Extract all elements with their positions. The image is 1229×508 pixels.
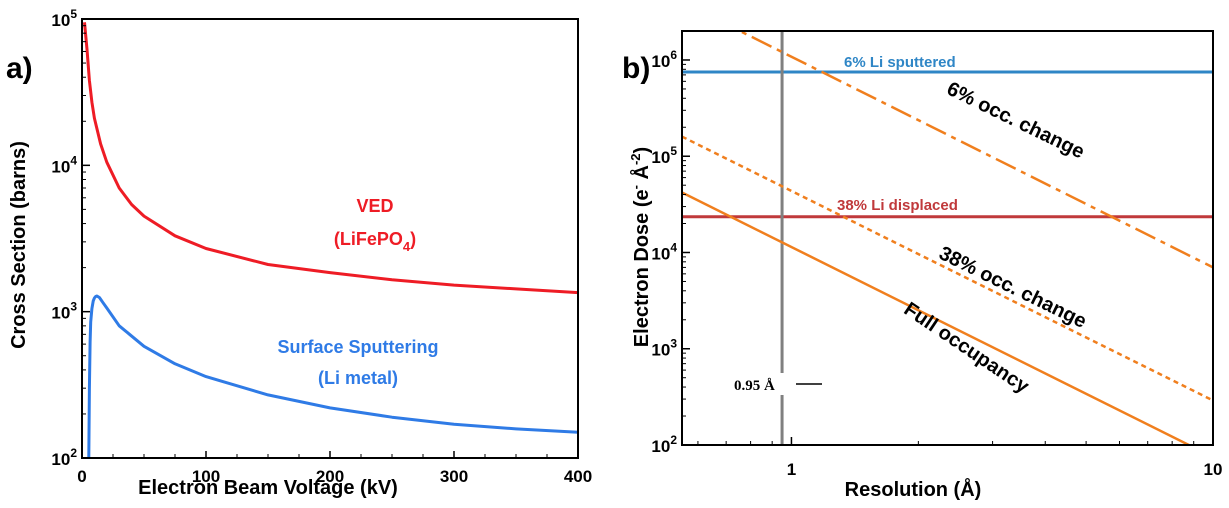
panel-b-y-tick-label: 106	[651, 48, 677, 71]
panel-b-y-tick-label: 104	[651, 240, 677, 263]
panel-a-y-tick-label: 102	[51, 446, 77, 469]
panel-a-plot-frame	[81, 18, 579, 459]
panel-b-y-tick-label: 102	[651, 433, 677, 456]
panel-b-x-axis-label: Resolution (Å)	[845, 477, 982, 501]
ylabel-sup1: -	[628, 185, 643, 189]
ved-curve	[83, 22, 579, 295]
panel-a-x-tick-label: 100	[192, 467, 220, 486]
panel-a-label: a)	[6, 52, 33, 85]
surface-sputtering-curve	[87, 294, 579, 459]
ved-label-suffix: )	[410, 229, 416, 249]
panel-b-y-tick-label: 105	[651, 144, 677, 167]
panel-b-y-tick-label: 103	[651, 337, 677, 360]
ylabel-main: Electron Dose (e	[631, 189, 653, 347]
ved-label-subscript: 4	[403, 239, 411, 254]
panel-a-y-tick-label: 103	[51, 300, 77, 323]
ylabel-sup2: -2	[628, 153, 643, 165]
ved-label-line1: VED	[356, 196, 393, 216]
panel-a-x-tick-label: 0	[77, 467, 86, 486]
label-6pct-occ-change: 6% occ. change	[943, 78, 1088, 164]
ved-label-prefix: (LiFePO	[334, 229, 403, 249]
panel-a-series	[83, 22, 579, 459]
panel-b-plot-frame	[681, 30, 1214, 446]
line-6pct-occ-change	[737, 31, 1213, 269]
ref-label-sputtered: 6% Li sputtered	[844, 54, 956, 71]
panel-a-x-tick-label: 200	[316, 467, 344, 486]
panel-a: a) 0 100 200 300 400 102 103 104 105 Electron Be…	[6, 7, 592, 499]
ylabel-mid: Å	[629, 165, 653, 185]
panel-a-y-tick-label: 104	[51, 153, 77, 176]
label-38pct-occ-change: 38% occ. change	[935, 242, 1090, 332]
panel-a-x-tick-label: 300	[440, 467, 468, 486]
ylabel-end: )	[631, 147, 653, 154]
label-full-occupancy: Full occupancy	[900, 298, 1034, 398]
panel-a-y-axis-label: Cross Section (barns)	[8, 141, 30, 349]
panel-b-x-tick-label: 1	[787, 460, 796, 479]
resolution-label-bg	[728, 373, 802, 395]
line-full-occupancy	[682, 191, 1192, 445]
line-38pct-occ-change	[682, 135, 1213, 402]
sputtering-label-line1: Surface Sputtering	[277, 337, 438, 357]
ved-label-line2: (LiFePO4)	[334, 229, 416, 254]
resolution-label: 0.95 Å	[734, 378, 775, 394]
panel-b: b) 1 10 102 103 104 105 106 Resolution (Å) Ele…	[622, 30, 1223, 501]
panel-b-label: b)	[622, 52, 650, 85]
panel-b-x-tick-label: 10	[1204, 460, 1223, 479]
panel-a-x-tick-label: 400	[564, 467, 592, 486]
ref-label-displaced: 38% Li displaced	[837, 197, 958, 214]
panel-b-ticks: 1 10 102 103 104 105 106	[651, 30, 1223, 479]
panel-b-y-axis-label: Electron Dose (e- Å-2)	[628, 147, 653, 347]
panel-a-x-axis-label: Electron Beam Voltage (kV)	[138, 477, 398, 499]
panel-a-ticks: 0 100 200 300 400 102 103 104 105	[51, 7, 592, 486]
sputtering-label-line2: (Li metal)	[318, 368, 398, 388]
panel-a-y-tick-label: 105	[51, 7, 77, 30]
